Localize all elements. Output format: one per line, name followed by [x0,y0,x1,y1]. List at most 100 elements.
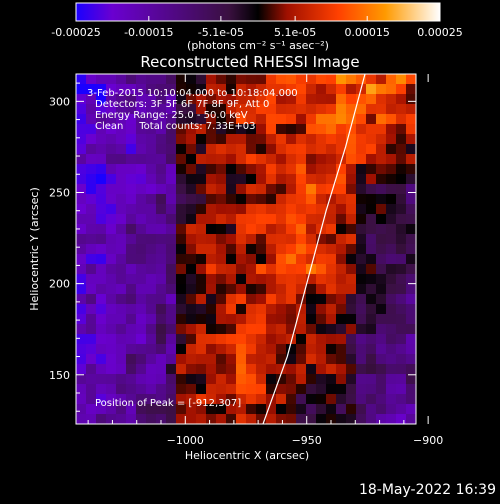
heatmap-cell [176,344,186,354]
heatmap-cell [226,84,236,94]
heatmap-cell [136,384,146,394]
heatmap-cell [336,394,346,404]
heatmap-cell [376,214,386,224]
heatmap-cell [406,304,416,314]
heatmap-cell [246,304,256,314]
heatmap-cell [196,294,206,304]
heatmap-cell [136,74,146,84]
heatmap-cell [366,304,376,314]
heatmap-cell [206,104,216,114]
heatmap-cell [306,404,316,414]
heatmap-cell [206,244,216,254]
heatmap-cell [226,354,236,364]
heatmap-cell [396,204,406,214]
heatmap-cell [366,84,376,94]
heatmap-cell [336,174,346,184]
heatmap-cell [266,334,276,344]
heatmap-cell [136,254,146,264]
heatmap-cell [156,364,166,374]
heatmap-cell [406,374,416,384]
heatmap-cell [206,404,216,414]
heatmap-cell [136,134,146,144]
heatmap-cell [336,264,346,274]
heatmap-cell [276,94,286,104]
heatmap-cell [106,364,116,374]
heatmap-cell [256,194,266,204]
heatmap-cell [396,314,406,324]
heatmap-cell [166,94,176,104]
heatmap-cell [146,134,156,144]
heatmap-cell [326,234,336,244]
heatmap-cell [386,174,396,184]
heatmap-cell [146,94,156,104]
heatmap-cell [216,194,226,204]
heatmap-cell [156,144,166,154]
heatmap-cell [306,174,316,184]
heatmap-cell [356,384,366,394]
heatmap-cell [406,294,416,304]
heatmap-cell [186,244,196,254]
heatmap-cell [386,364,396,374]
heatmap-cell [286,144,296,154]
heatmap-cell [86,264,96,274]
heatmap-cell [366,234,376,244]
heatmap-cell [356,74,366,84]
heatmap-cell [356,274,366,284]
heatmap-cell [76,74,86,84]
heatmap-cell [326,414,336,424]
heatmap-cell [246,104,256,114]
heatmap-cell [76,244,86,254]
heatmap-cell [386,354,396,364]
heatmap-cell [316,204,326,214]
heatmap-cell [406,244,416,254]
heatmap-cell [336,124,346,134]
heatmap-cell [236,124,246,134]
heatmap-cell [96,394,106,404]
heatmap-cell [356,354,366,364]
heatmap-cell [156,194,166,204]
heatmap-cell [216,164,226,174]
heatmap-cell [316,254,326,264]
heatmap-cell [116,174,126,184]
heatmap-cell [396,224,406,234]
heatmap-cell [366,204,376,214]
heatmap-cell [146,104,156,114]
heatmap-cell [266,94,276,104]
heatmap-cell [336,384,346,394]
heatmap-cell [156,254,166,264]
heatmap-cell [236,284,246,294]
heatmap-cell [406,94,416,104]
heatmap-cell [246,414,256,424]
heatmap-cell [286,164,296,174]
heatmap-cell [206,374,216,384]
heatmap-cell [76,234,86,244]
heatmap-cell [256,294,266,304]
heatmap-cell [276,114,286,124]
heatmap-cell [116,294,126,304]
heatmap-cell [266,114,276,124]
heatmap-cell [306,374,316,384]
heatmap-cell [346,304,356,314]
heatmap-cell [256,344,266,354]
heatmap-cell [196,414,206,424]
heatmap-cell [86,274,96,284]
heatmap-cell [286,214,296,224]
heatmap-cell [226,204,236,214]
heatmap-cell [276,154,286,164]
heatmap-cell [196,234,206,244]
colorbar-tick-label: -0.00025 [51,26,100,39]
heatmap-cell [236,344,246,354]
heatmap-cell [216,414,226,424]
heatmap-cell [236,364,246,374]
heatmap-cell [186,204,196,214]
colorbar-tick-label: -5.1e-05 [198,26,244,39]
heatmap-cell [286,384,296,394]
heatmap-cell [396,104,406,114]
y-tick-label: 250 [49,186,70,199]
heatmap-cell [306,394,316,404]
heatmap-cell [216,264,226,274]
heatmap-cell [226,274,236,284]
heatmap-cell [376,184,386,194]
heatmap-cell [216,234,226,244]
heatmap-cell [256,234,266,244]
